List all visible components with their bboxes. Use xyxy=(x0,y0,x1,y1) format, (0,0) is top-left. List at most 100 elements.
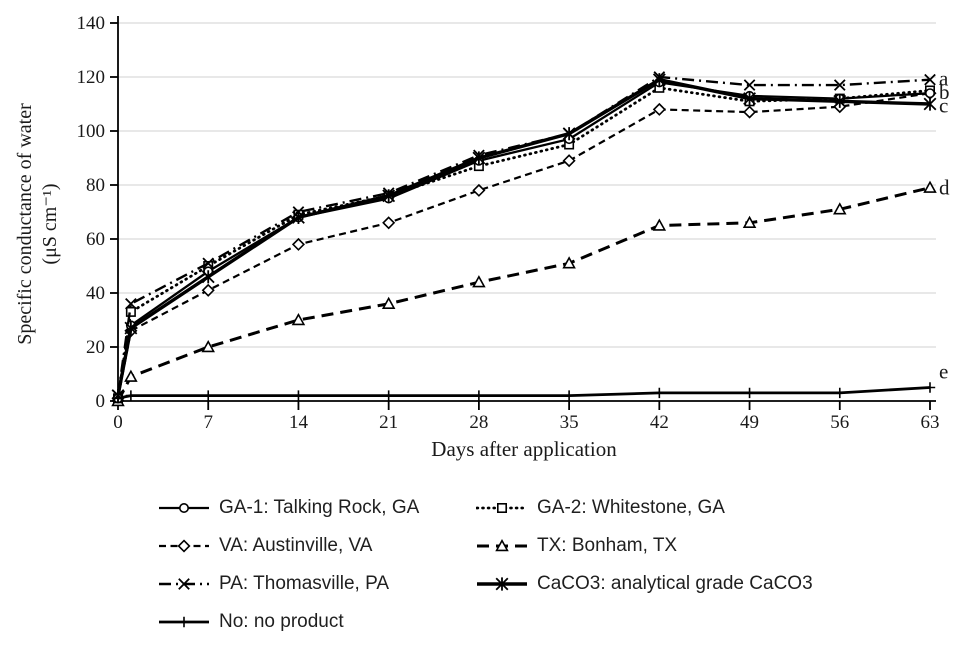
legend-label-ga2: GA-2: Whitestone, GA xyxy=(537,497,725,518)
plus-marker xyxy=(178,616,190,628)
x-tick-label: 63 xyxy=(921,412,940,433)
legend-swatch-caco3 xyxy=(477,577,527,591)
chart-plot-area: 0 20 40 60 80 100 120 140 0 7 14 21 28 35 42 49 56 63 abc d… xyxy=(77,13,951,433)
plus-marker xyxy=(654,387,665,399)
asterisk-marker xyxy=(833,94,847,108)
diamond-marker xyxy=(562,154,576,168)
x-tick-label: 7 xyxy=(203,412,213,433)
x-tick-label: 35 xyxy=(560,412,579,433)
series-markers-3 xyxy=(111,86,937,405)
triangle-marker xyxy=(381,296,396,309)
diamond-marker xyxy=(291,237,305,251)
series-markers-1 xyxy=(113,77,935,404)
y-tick-label: 60 xyxy=(86,229,105,250)
legend-label-va: VA: Austinville, VA xyxy=(219,535,373,556)
x-axis-title: Days after application xyxy=(431,437,617,461)
asterisk-marker xyxy=(292,210,305,224)
legend-item-caco3: CaCO3: analytical grade CaCO3 xyxy=(476,573,813,595)
x-marker xyxy=(125,297,137,310)
series-markers-5 xyxy=(112,71,936,402)
x-tick-label: 28 xyxy=(469,412,488,433)
diamond-marker xyxy=(201,283,215,297)
x-tick-label: 21 xyxy=(379,412,398,433)
x-tick-label: 0 xyxy=(113,412,123,433)
series-markers-7 xyxy=(112,382,936,404)
legend-item-tx: TX: Bonham, TX xyxy=(476,535,813,557)
asterisk-marker xyxy=(472,151,486,165)
legend-item-va: VA: Austinville, VA xyxy=(158,535,476,557)
diamond-marker xyxy=(177,539,191,553)
legend-item-ga1: GA-1: Talking Rock, GA xyxy=(158,497,476,519)
legend-label-ga1: GA-1: Talking Rock, GA xyxy=(219,497,420,518)
plus-marker xyxy=(383,390,394,401)
circle-marker xyxy=(924,88,935,99)
end-label-b: b xyxy=(939,80,950,104)
triangle-marker xyxy=(742,215,757,228)
series-line-3 xyxy=(116,92,931,399)
x-tick-label: 49 xyxy=(740,412,759,433)
end-label-e: e xyxy=(939,359,948,383)
y-tick-label: 0 xyxy=(96,391,106,412)
series-line-2 xyxy=(116,86,932,400)
series-markers-4 xyxy=(111,180,937,407)
triangle-marker xyxy=(495,538,509,552)
legend-label-pa: PA: Thomasville, PA xyxy=(219,573,390,594)
x-marker xyxy=(743,79,756,91)
legend-label-tx: TX: Bonham, TX xyxy=(537,535,678,556)
triangle-marker xyxy=(472,275,486,288)
y-tick-label: 40 xyxy=(86,283,105,304)
plus-marker xyxy=(293,390,304,401)
x-marker xyxy=(178,578,190,590)
plus-marker xyxy=(924,382,936,393)
plus-marker xyxy=(744,387,755,399)
asterisk-marker xyxy=(495,577,509,591)
asterisk-marker xyxy=(201,270,215,284)
series-line-1 xyxy=(116,81,931,399)
legend-swatch-ga1 xyxy=(159,503,209,513)
square-marker xyxy=(125,306,136,317)
legend-label-no: No: no product xyxy=(219,611,344,632)
legend-swatch-va xyxy=(159,539,209,553)
diamond-marker xyxy=(382,216,396,230)
plus-marker xyxy=(473,390,485,401)
y-tick-label: 20 xyxy=(86,337,105,358)
x-marker xyxy=(202,257,215,270)
series-line-4 xyxy=(116,186,931,402)
diamond-marker xyxy=(652,102,666,116)
triangle-marker xyxy=(562,256,576,269)
end-label-c: c xyxy=(939,93,948,117)
plus-marker xyxy=(203,390,214,401)
end-label-a: a xyxy=(939,66,949,90)
plus-marker xyxy=(834,387,845,399)
legend-item-ga2: GA-2: Whitestone, GA xyxy=(476,497,813,519)
x-tick-label: 42 xyxy=(650,412,669,433)
y-tick-label: 100 xyxy=(77,121,106,142)
plus-marker xyxy=(125,390,137,401)
legend-item-no: No: no product xyxy=(158,611,476,633)
legend-label-caco3: CaCO3: analytical grade CaCO3 xyxy=(537,573,813,594)
triangle-marker xyxy=(833,202,847,215)
asterisk-marker xyxy=(382,189,396,203)
circle-marker xyxy=(178,503,189,513)
asterisk-marker xyxy=(124,321,138,335)
plus-marker xyxy=(563,390,575,401)
chart-legend: GA-1: Talking Rock, GA GA-2: Whitestone,… xyxy=(158,489,813,641)
series-line-6 xyxy=(116,77,931,396)
legend-swatch-ga2 xyxy=(476,503,528,513)
y-tick-label: 140 xyxy=(77,13,106,34)
square-marker xyxy=(496,503,507,513)
y-tick-label: 80 xyxy=(86,175,105,196)
diamond-marker xyxy=(743,105,757,119)
series-line-5 xyxy=(116,75,931,396)
end-label-d: d xyxy=(939,176,950,200)
x-tick-label: 14 xyxy=(289,412,309,433)
triangle-marker xyxy=(923,180,937,193)
y-tick-label: 120 xyxy=(77,67,106,88)
plus-marker xyxy=(112,393,124,404)
asterisk-marker xyxy=(923,97,937,111)
series-markers-6 xyxy=(111,73,937,403)
triangle-marker xyxy=(291,312,306,326)
asterisk-marker xyxy=(743,92,756,106)
triangle-marker xyxy=(124,369,138,382)
